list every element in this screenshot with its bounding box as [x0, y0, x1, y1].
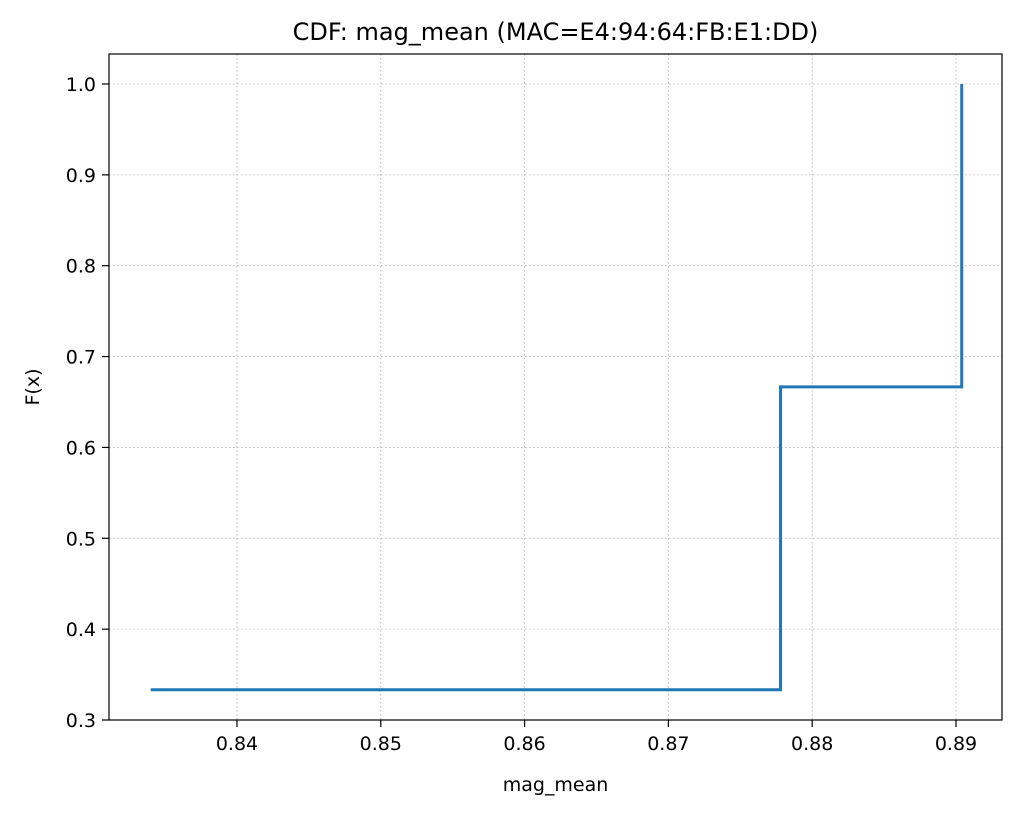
y-tick-label: 0.8 [66, 256, 96, 278]
y-tick-label: 1.0 [66, 74, 96, 96]
chart-title: CDF: mag_mean (MAC=E4:94:64:FB:E1:DD) [293, 18, 819, 46]
y-tick-label: 0.4 [66, 619, 96, 641]
y-tick-label: 0.7 [66, 347, 96, 369]
y-tick-label: 0.3 [66, 710, 96, 732]
x-tick-label: 0.85 [360, 733, 402, 755]
x-tick-label: 0.84 [216, 733, 258, 755]
cdf-step-line [150, 83, 964, 692]
x-axis-label: mag_mean [503, 774, 609, 796]
y-axis-label: F(x) [22, 369, 44, 406]
ticks-layer: 0.84 0.85 0.86 0.87 0.88 0.89 0.3 0.4 0.5 0.6 0.7 0… [66, 74, 977, 755]
x-tick-label: 0.87 [647, 733, 689, 755]
series-layer [150, 83, 964, 692]
y-tick-label: 0.9 [66, 165, 96, 187]
y-tick-label: 0.5 [66, 528, 96, 550]
x-tick-label: 0.89 [935, 733, 977, 755]
x-tick-label: 0.88 [791, 733, 833, 755]
x-tick-label: 0.86 [503, 733, 545, 755]
y-tick-label: 0.6 [66, 437, 96, 459]
plot-frame [108, 53, 1003, 721]
